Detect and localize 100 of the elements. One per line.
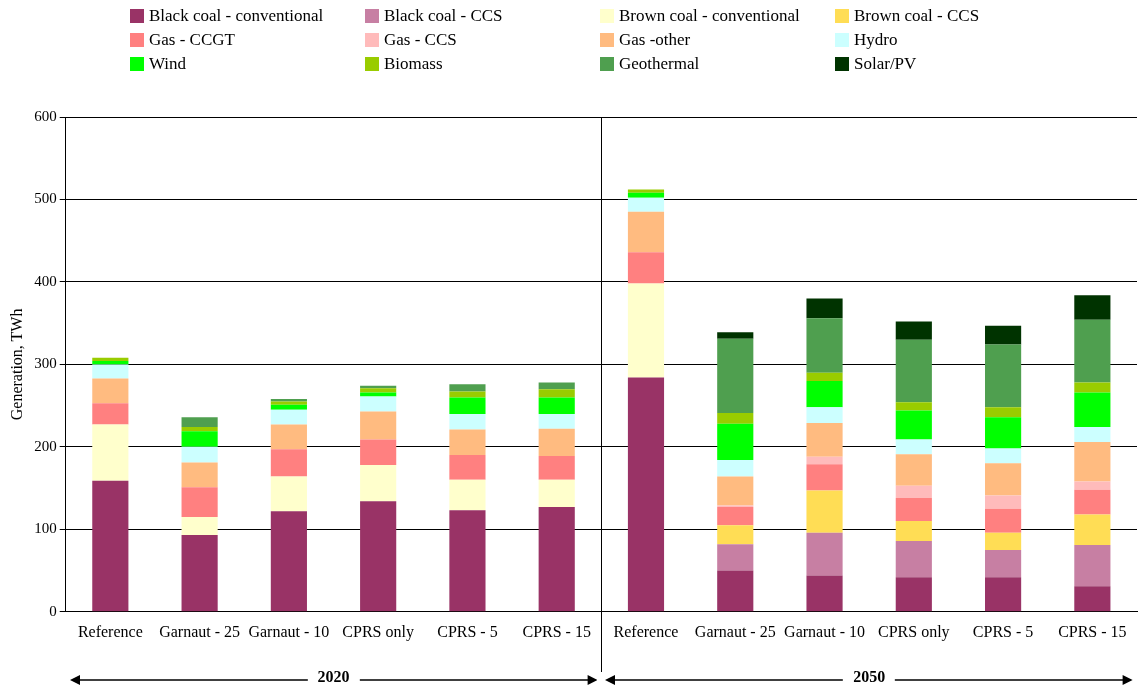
bar xyxy=(1074,319,1111,383)
bar xyxy=(270,511,307,612)
bar xyxy=(985,495,1022,509)
bar xyxy=(92,357,129,362)
bar xyxy=(360,411,397,440)
bar xyxy=(985,532,1022,550)
bar xyxy=(985,463,1022,496)
bar xyxy=(1074,514,1111,545)
legend-label: Gas - CCS xyxy=(384,30,457,50)
x-tick-label: Reference xyxy=(613,622,679,640)
bar xyxy=(895,521,932,541)
legend-label: Solar/PV xyxy=(854,54,917,74)
bar xyxy=(1074,392,1111,428)
legend-label: Black coal - CCS xyxy=(384,6,503,26)
bar xyxy=(538,507,575,612)
bar xyxy=(895,540,932,578)
bar xyxy=(181,431,218,447)
bar xyxy=(1074,441,1111,482)
bar xyxy=(270,404,307,410)
bar xyxy=(806,456,843,465)
bar xyxy=(538,479,575,508)
bar xyxy=(806,464,843,491)
y-tick-label: 500 xyxy=(34,190,57,207)
bar xyxy=(985,577,1022,612)
x-tick-label: Garnaut - 25 xyxy=(694,622,776,640)
bar xyxy=(627,197,665,212)
bar xyxy=(717,525,754,545)
bar xyxy=(627,189,665,193)
bar xyxy=(92,361,129,365)
x-tick-label: Reference xyxy=(77,622,143,640)
bar xyxy=(985,448,1022,464)
bar xyxy=(181,516,218,536)
bar xyxy=(449,413,486,430)
bar xyxy=(92,424,129,481)
bar xyxy=(895,339,932,403)
y-tick-label: 300 xyxy=(34,355,57,372)
bar xyxy=(985,325,1022,345)
bar xyxy=(985,407,1022,418)
x-tick-label: Garnaut - 10 xyxy=(784,622,865,640)
bar xyxy=(538,389,575,398)
bar xyxy=(1074,489,1111,515)
legend-label: Brown coal - conventional xyxy=(619,6,800,26)
bar xyxy=(1074,481,1111,490)
x-tick-label: CPRS only xyxy=(342,622,414,641)
bar xyxy=(806,380,843,408)
bar xyxy=(717,460,754,477)
bar xyxy=(627,283,665,378)
bar xyxy=(360,388,397,393)
bar xyxy=(806,372,843,381)
x-tick-label: CPRS - 5 xyxy=(972,622,1034,640)
y-tick-label: 400 xyxy=(34,272,57,289)
y-axis-title: Generation, TWh xyxy=(7,308,25,421)
bar xyxy=(895,577,932,612)
bar xyxy=(270,449,307,477)
x-tick-label: CPRS - 5 xyxy=(437,622,498,640)
bar xyxy=(717,507,754,526)
bar xyxy=(449,455,486,480)
bar xyxy=(92,480,129,612)
legend-label: Brown coal - CCS xyxy=(854,6,980,26)
bar xyxy=(538,413,575,429)
bar xyxy=(360,501,397,612)
y-tick-label: 0 xyxy=(49,602,57,619)
bar xyxy=(985,508,1022,533)
bar xyxy=(360,439,397,466)
legend-label: Hydro xyxy=(854,30,898,50)
bar xyxy=(895,439,932,455)
bar xyxy=(717,544,754,571)
bar xyxy=(449,479,486,511)
legend-label: Gas - CCGT xyxy=(149,30,235,50)
bar xyxy=(449,510,486,612)
bar xyxy=(895,402,932,411)
bar xyxy=(538,382,575,390)
bar xyxy=(895,410,932,440)
bar xyxy=(895,321,932,340)
bar xyxy=(92,378,129,404)
bar xyxy=(538,428,575,456)
bar xyxy=(717,423,754,461)
x-tick-label: Garnaut - 25 xyxy=(159,622,241,640)
legend-label: Biomass xyxy=(384,54,443,74)
bar xyxy=(449,384,486,392)
bar xyxy=(181,417,218,428)
bar xyxy=(717,570,754,612)
bar xyxy=(1074,427,1111,442)
bar xyxy=(627,252,665,284)
bar xyxy=(985,549,1022,578)
bar xyxy=(181,487,218,517)
bar xyxy=(806,422,843,457)
legend-label: Gas -other xyxy=(619,30,691,50)
bar xyxy=(270,424,307,450)
y-tick-label: 600 xyxy=(34,107,57,124)
y-tick-label: 100 xyxy=(34,520,57,537)
x-tick-label: CPRS - 15 xyxy=(1058,622,1127,640)
bar xyxy=(1074,545,1111,587)
bar xyxy=(806,490,843,533)
bar xyxy=(627,377,665,612)
bar xyxy=(717,332,754,339)
y-tick-label: 200 xyxy=(34,437,57,454)
bar xyxy=(895,454,932,486)
x-tick-label: Garnaut - 10 xyxy=(248,622,330,640)
bar xyxy=(360,396,397,412)
